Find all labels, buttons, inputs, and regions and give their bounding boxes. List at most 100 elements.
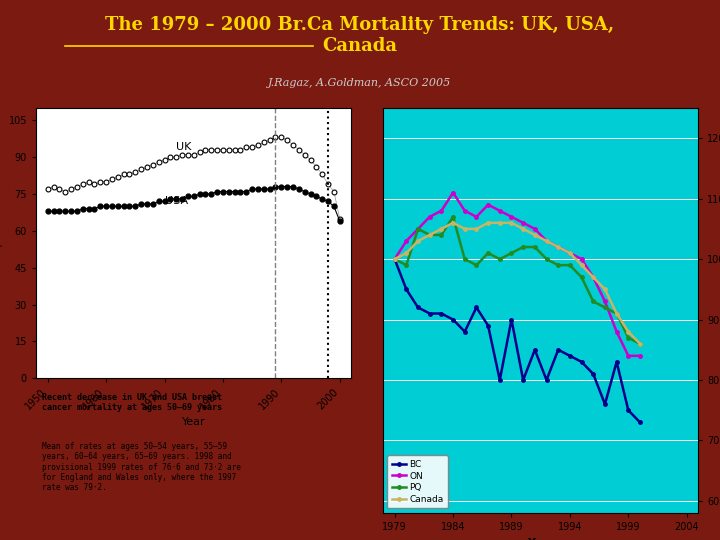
Y-axis label: Annual death rate per 100 000 women: Annual death rate per 100 000 women [0, 161, 3, 325]
ON [449, 190, 457, 196]
PQ [414, 226, 423, 232]
BC [484, 322, 492, 329]
Canada [589, 274, 598, 280]
Canada [507, 220, 516, 226]
BC [566, 353, 575, 359]
ON [554, 244, 562, 250]
Line: ON: ON [393, 191, 642, 357]
PQ [426, 232, 434, 238]
PQ [519, 244, 528, 250]
BC [402, 286, 410, 293]
PQ [624, 334, 633, 341]
BC [542, 377, 551, 383]
Text: Mean of rates at ages 50–54 years, 55–59
years, 60–64 years, 65–69 years. 1998 a: Mean of rates at ages 50–54 years, 55–59… [42, 442, 241, 492]
Canada [531, 232, 539, 238]
BC [390, 256, 399, 262]
PQ [566, 262, 575, 268]
PQ [472, 262, 481, 268]
PQ [437, 232, 446, 238]
Canada [600, 286, 609, 293]
Canada [426, 232, 434, 238]
ON [472, 213, 481, 220]
BC [554, 347, 562, 353]
ON [460, 207, 469, 214]
BC [519, 377, 528, 383]
ON [612, 328, 621, 335]
ON [484, 201, 492, 208]
Canada [414, 238, 423, 244]
BC [636, 419, 644, 426]
ON [636, 353, 644, 359]
ON [390, 256, 399, 262]
BC [426, 310, 434, 317]
PQ [612, 310, 621, 317]
ON [437, 207, 446, 214]
PQ [484, 250, 492, 256]
PQ [636, 341, 644, 347]
BC [600, 401, 609, 408]
ON [414, 226, 423, 232]
Text: USA: USA [164, 196, 188, 206]
BC [472, 304, 481, 310]
ON [542, 238, 551, 244]
Line: PQ: PQ [393, 215, 642, 346]
Text: Recent decrease in UK and USA breast
cancer mortality at ages 50—69 years: Recent decrease in UK and USA breast can… [42, 393, 222, 412]
ON [495, 207, 504, 214]
Line: BC: BC [393, 258, 642, 424]
Canada [612, 310, 621, 317]
Text: UK: UK [176, 142, 192, 152]
Canada [460, 226, 469, 232]
ON [577, 256, 586, 262]
Canada [542, 238, 551, 244]
BC [414, 304, 423, 310]
Canada [402, 250, 410, 256]
Canada [484, 220, 492, 226]
PQ [449, 213, 457, 220]
Canada [449, 220, 457, 226]
PQ [542, 256, 551, 262]
ON [531, 226, 539, 232]
Text: The 1979 – 2000 Br.Ca Mortality Trends: UK, USA,
Canada: The 1979 – 2000 Br.Ca Mortality Trends: … [105, 16, 615, 55]
BC [507, 316, 516, 323]
BC [449, 316, 457, 323]
Canada [624, 328, 633, 335]
PQ [600, 304, 609, 310]
PQ [531, 244, 539, 250]
X-axis label: Year: Year [527, 538, 554, 540]
PQ [577, 274, 586, 280]
BC [460, 328, 469, 335]
Canada [577, 262, 586, 268]
Line: Canada: Canada [393, 221, 642, 346]
BC [531, 347, 539, 353]
BC [612, 359, 621, 365]
ON [600, 298, 609, 305]
ON [624, 353, 633, 359]
BC [589, 371, 598, 377]
BC [577, 359, 586, 365]
Canada [472, 226, 481, 232]
Canada [566, 250, 575, 256]
BC [624, 407, 633, 414]
ON [566, 250, 575, 256]
ON [402, 238, 410, 244]
ON [519, 220, 528, 226]
Canada [495, 220, 504, 226]
PQ [402, 262, 410, 268]
BC [495, 377, 504, 383]
BC [437, 310, 446, 317]
PQ [554, 262, 562, 268]
PQ [390, 256, 399, 262]
X-axis label: Year: Year [182, 417, 205, 427]
ON [507, 213, 516, 220]
Canada [519, 226, 528, 232]
ON [589, 274, 598, 280]
Canada [554, 244, 562, 250]
Text: J.Ragaz, A.Goldman, ASCO 2005: J.Ragaz, A.Goldman, ASCO 2005 [269, 78, 451, 89]
Canada [437, 226, 446, 232]
PQ [589, 298, 598, 305]
PQ [495, 256, 504, 262]
ON [426, 213, 434, 220]
Canada [390, 256, 399, 262]
Legend: BC, ON, PQ, Canada: BC, ON, PQ, Canada [387, 455, 448, 509]
PQ [460, 256, 469, 262]
